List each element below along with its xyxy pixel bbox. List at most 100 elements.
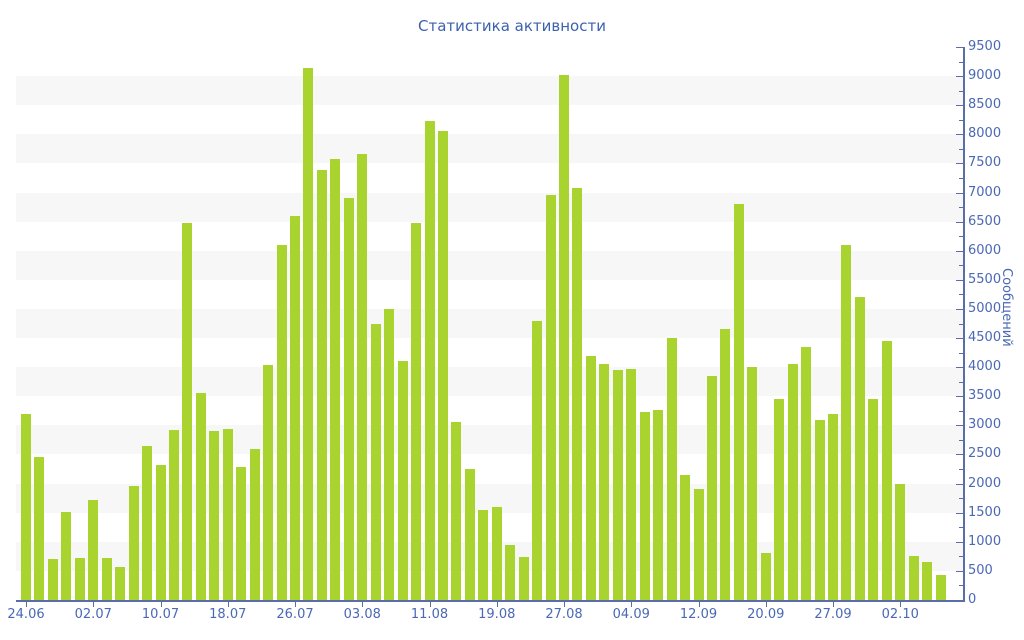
bar[interactable] bbox=[47, 559, 58, 600]
bar[interactable] bbox=[895, 483, 906, 600]
bar[interactable] bbox=[464, 469, 475, 600]
bar[interactable] bbox=[841, 244, 852, 600]
x-axis-tick bbox=[765, 602, 767, 607]
bar[interactable] bbox=[828, 413, 838, 600]
x-axis-line bbox=[16, 600, 963, 602]
bar[interactable] bbox=[585, 355, 596, 600]
bar[interactable] bbox=[437, 130, 448, 600]
bar[interactable] bbox=[303, 67, 314, 600]
bar[interactable] bbox=[236, 467, 247, 600]
x-axis-tick bbox=[295, 602, 296, 607]
bar[interactable] bbox=[276, 245, 287, 600]
bar[interactable] bbox=[101, 557, 112, 600]
plot-band bbox=[16, 134, 963, 164]
y-minor-tick bbox=[959, 381, 963, 383]
bar[interactable] bbox=[128, 485, 139, 600]
bar[interactable] bbox=[532, 320, 543, 600]
bar[interactable] bbox=[626, 368, 637, 600]
y-axis-tick-label: 9000 bbox=[968, 68, 1002, 84]
plot-band bbox=[16, 250, 963, 280]
bar[interactable] bbox=[801, 346, 812, 600]
bar[interactable] bbox=[814, 419, 825, 600]
y-major-tick bbox=[956, 163, 963, 165]
bar[interactable] bbox=[34, 457, 45, 600]
bar[interactable] bbox=[397, 361, 408, 600]
y-axis-tick-label: 2000 bbox=[968, 475, 1002, 491]
bar[interactable] bbox=[922, 561, 933, 600]
bar[interactable] bbox=[451, 422, 462, 600]
bar[interactable] bbox=[505, 545, 516, 600]
bar[interactable] bbox=[680, 474, 691, 600]
bar[interactable] bbox=[195, 393, 206, 600]
bar[interactable] bbox=[61, 511, 72, 600]
y-axis-tick-label: 1000 bbox=[968, 533, 1002, 549]
bar[interactable] bbox=[653, 409, 664, 600]
bar[interactable] bbox=[760, 553, 771, 600]
y-major-tick bbox=[956, 512, 963, 514]
bar[interactable] bbox=[330, 159, 341, 600]
y-axis-title: Сообщений bbox=[999, 268, 1014, 347]
x-axis-tick-label: 02.10 bbox=[881, 607, 919, 622]
y-major-tick bbox=[956, 425, 963, 427]
x-axis-tick bbox=[900, 602, 902, 607]
bar[interactable] bbox=[263, 365, 274, 600]
bar[interactable] bbox=[155, 464, 166, 600]
bar[interactable] bbox=[881, 340, 892, 600]
bar[interactable] bbox=[720, 329, 731, 600]
bar[interactable] bbox=[370, 323, 381, 600]
bar[interactable] bbox=[706, 375, 717, 600]
x-axis-tick-label: 19.08 bbox=[478, 607, 516, 622]
bar[interactable] bbox=[424, 120, 435, 600]
y-minor-tick bbox=[959, 323, 963, 325]
bar[interactable] bbox=[21, 413, 31, 600]
bar[interactable] bbox=[209, 431, 220, 600]
bar[interactable] bbox=[787, 364, 798, 600]
bar[interactable] bbox=[572, 188, 583, 600]
bar[interactable] bbox=[908, 555, 919, 600]
bar[interactable] bbox=[491, 507, 502, 600]
bar[interactable] bbox=[747, 367, 758, 600]
bar[interactable] bbox=[249, 449, 260, 600]
y-major-tick bbox=[956, 279, 963, 281]
bar[interactable] bbox=[868, 399, 879, 600]
bar[interactable] bbox=[693, 489, 704, 600]
bar[interactable] bbox=[222, 428, 233, 600]
bar[interactable] bbox=[518, 556, 529, 600]
plot-band bbox=[16, 308, 963, 339]
y-major-tick bbox=[956, 105, 963, 107]
bar[interactable] bbox=[666, 338, 677, 600]
x-axis-tick bbox=[160, 602, 162, 607]
y-minor-tick bbox=[959, 207, 963, 209]
bar[interactable] bbox=[478, 509, 489, 600]
bar[interactable] bbox=[774, 399, 785, 600]
y-axis-tick-label: 4500 bbox=[968, 330, 1002, 346]
bar[interactable] bbox=[88, 499, 99, 600]
bar[interactable] bbox=[142, 445, 153, 600]
bar[interactable] bbox=[357, 153, 368, 600]
y-major-tick bbox=[956, 338, 963, 340]
bar[interactable] bbox=[411, 223, 422, 600]
y-major-tick bbox=[956, 134, 963, 136]
bar[interactable] bbox=[343, 197, 354, 600]
bar[interactable] bbox=[74, 558, 85, 600]
bar[interactable] bbox=[612, 370, 623, 600]
bar[interactable] bbox=[639, 411, 650, 600]
bar[interactable] bbox=[854, 297, 865, 600]
bar[interactable] bbox=[599, 364, 610, 600]
bar[interactable] bbox=[182, 222, 193, 600]
bar[interactable] bbox=[733, 204, 744, 600]
bar[interactable] bbox=[384, 308, 395, 600]
bar[interactable] bbox=[115, 567, 126, 600]
bar[interactable] bbox=[545, 194, 556, 600]
bar[interactable] bbox=[559, 75, 569, 600]
y-axis-tick-label: 500 bbox=[968, 562, 993, 578]
y-minor-tick bbox=[959, 527, 963, 529]
y-major-tick bbox=[956, 367, 963, 369]
bar[interactable] bbox=[168, 430, 179, 600]
bar[interactable] bbox=[290, 215, 300, 600]
x-axis-tick bbox=[227, 602, 229, 607]
x-axis-tick bbox=[698, 602, 700, 607]
bar[interactable] bbox=[935, 574, 946, 600]
bar[interactable] bbox=[316, 170, 327, 600]
y-axis-tick-label: 7500 bbox=[968, 155, 1002, 171]
